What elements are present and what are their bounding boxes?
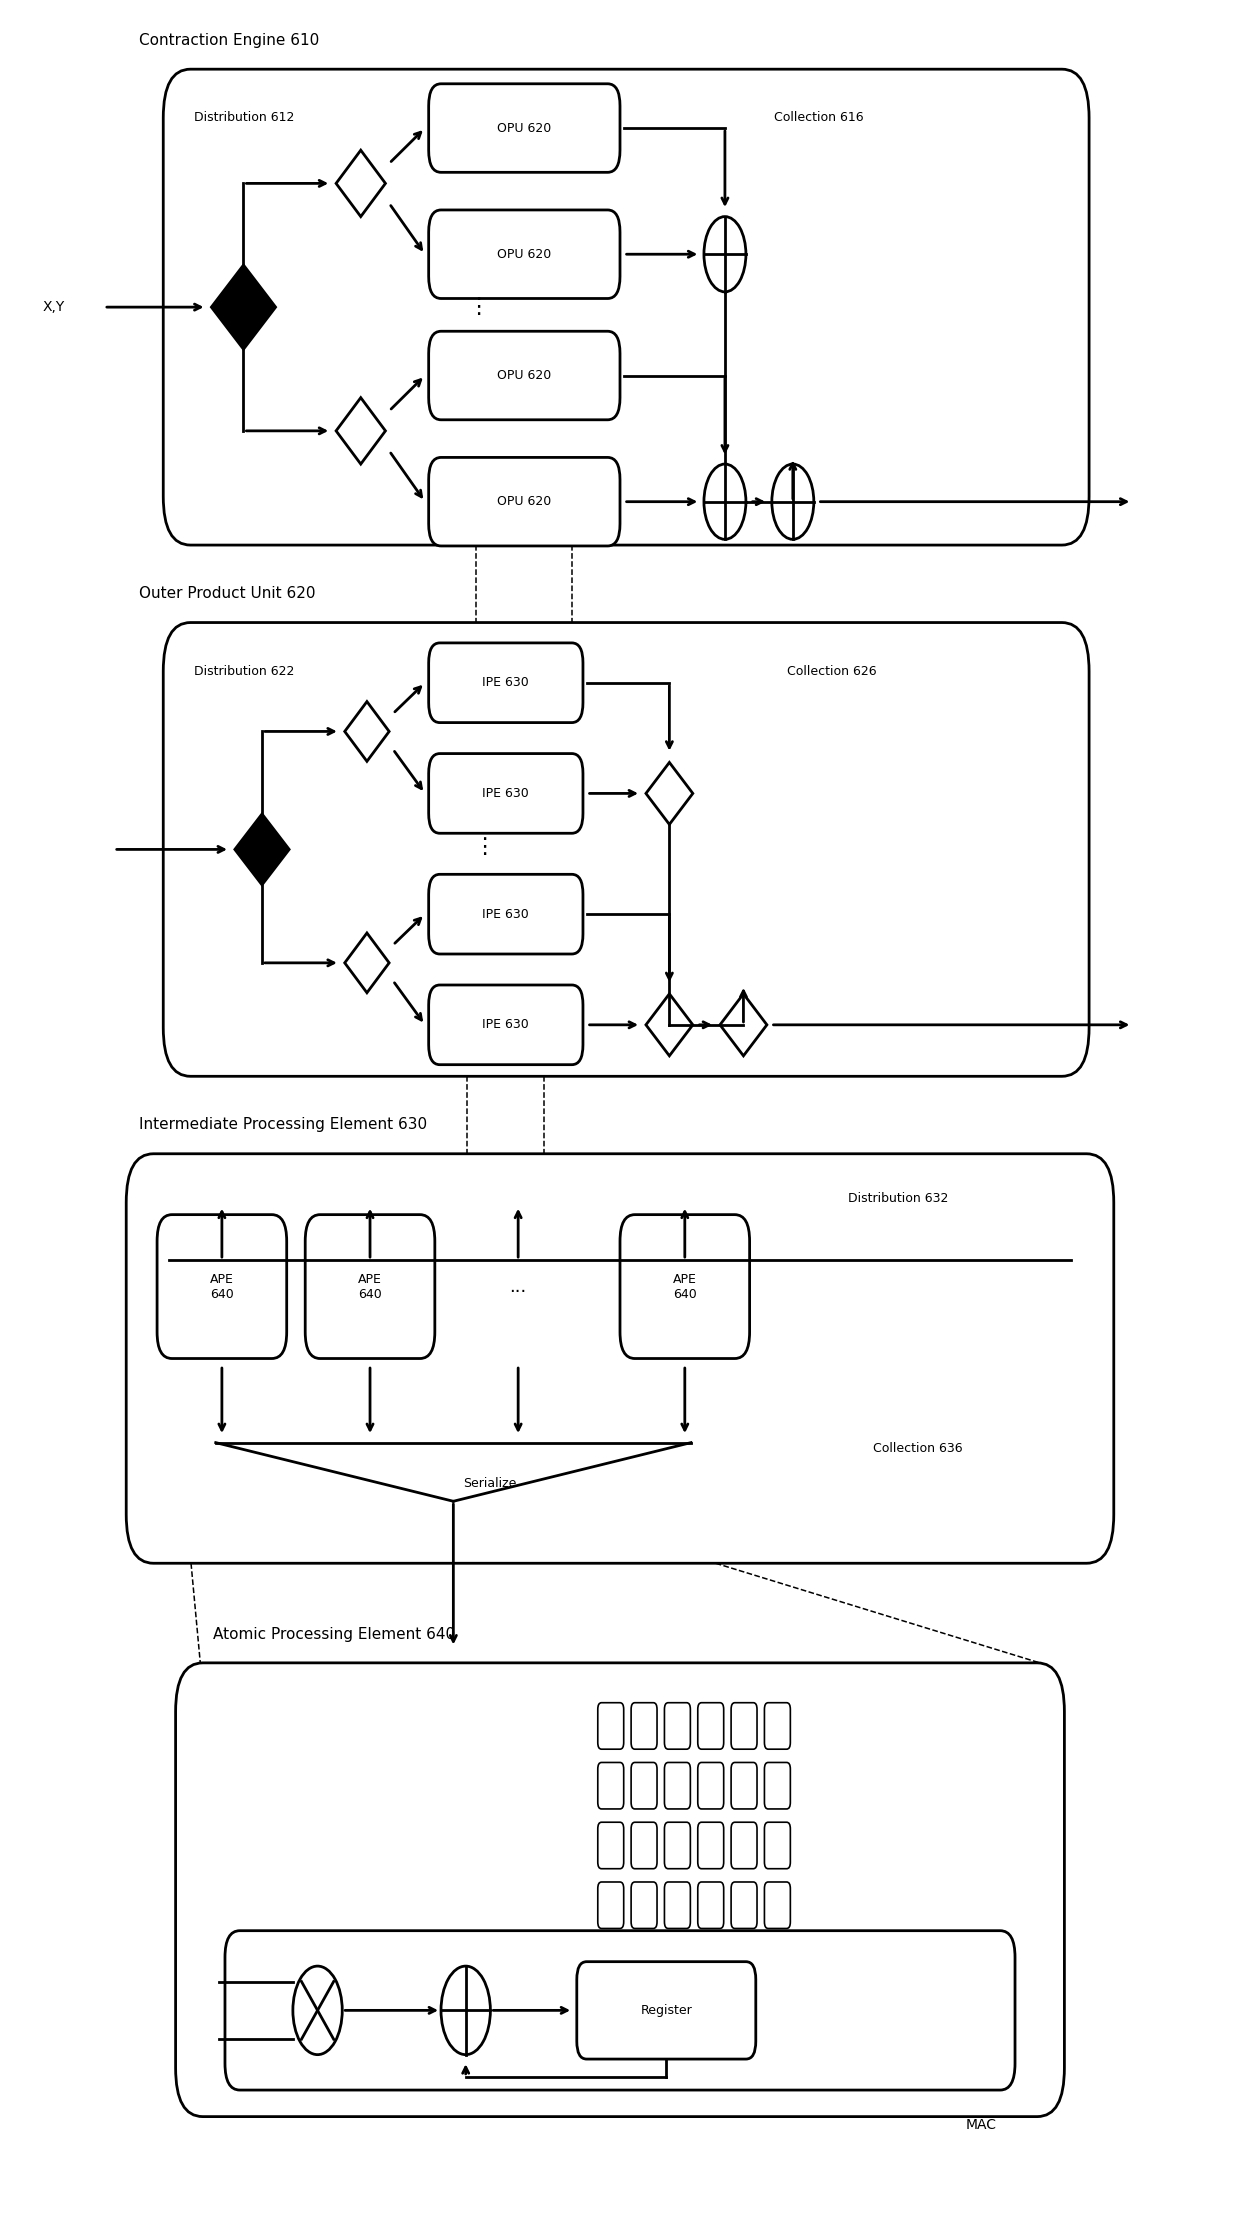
Polygon shape — [234, 814, 289, 885]
FancyBboxPatch shape — [665, 1822, 691, 1868]
FancyBboxPatch shape — [224, 1931, 1016, 2090]
Polygon shape — [336, 151, 386, 217]
Text: OPU 620: OPU 620 — [497, 249, 552, 260]
Polygon shape — [646, 763, 693, 825]
Text: Outer Product Unit 620: Outer Product Unit 620 — [139, 586, 315, 601]
FancyBboxPatch shape — [665, 1882, 691, 1928]
FancyBboxPatch shape — [698, 1762, 724, 1808]
FancyBboxPatch shape — [631, 1882, 657, 1928]
FancyBboxPatch shape — [429, 644, 583, 723]
FancyBboxPatch shape — [665, 1702, 691, 1749]
Text: Intermediate Processing Element 630: Intermediate Processing Element 630 — [139, 1118, 427, 1132]
FancyBboxPatch shape — [157, 1214, 286, 1358]
FancyBboxPatch shape — [429, 457, 620, 546]
FancyBboxPatch shape — [164, 69, 1089, 546]
Text: Collection 636: Collection 636 — [873, 1442, 962, 1456]
Text: Register: Register — [640, 2004, 692, 2017]
Circle shape — [441, 1966, 490, 2055]
FancyBboxPatch shape — [164, 624, 1089, 1076]
FancyBboxPatch shape — [764, 1762, 790, 1808]
FancyBboxPatch shape — [698, 1822, 724, 1868]
Text: ⋮: ⋮ — [474, 837, 495, 857]
FancyBboxPatch shape — [764, 1882, 790, 1928]
Polygon shape — [646, 994, 693, 1056]
FancyBboxPatch shape — [631, 1762, 657, 1808]
Text: ⋮: ⋮ — [467, 297, 489, 317]
Circle shape — [704, 464, 746, 539]
FancyBboxPatch shape — [764, 1702, 790, 1749]
Circle shape — [704, 217, 746, 293]
Text: Distribution 622: Distribution 622 — [195, 666, 294, 677]
Text: Distribution 612: Distribution 612 — [195, 111, 294, 124]
Text: OPU 620: OPU 620 — [497, 495, 552, 508]
FancyBboxPatch shape — [698, 1702, 724, 1749]
Polygon shape — [336, 397, 386, 464]
Text: IPE 630: IPE 630 — [482, 908, 529, 921]
FancyBboxPatch shape — [631, 1702, 657, 1749]
FancyBboxPatch shape — [764, 1822, 790, 1868]
Text: ...: ... — [510, 1278, 527, 1296]
Circle shape — [771, 464, 813, 539]
Polygon shape — [345, 932, 389, 992]
FancyBboxPatch shape — [577, 1962, 756, 2059]
Text: IPE 630: IPE 630 — [482, 788, 529, 799]
Text: OPU 620: OPU 620 — [497, 122, 552, 135]
FancyBboxPatch shape — [698, 1882, 724, 1928]
FancyBboxPatch shape — [598, 1762, 624, 1808]
FancyBboxPatch shape — [429, 84, 620, 173]
FancyBboxPatch shape — [429, 985, 583, 1065]
FancyBboxPatch shape — [732, 1702, 758, 1749]
Text: IPE 630: IPE 630 — [482, 677, 529, 690]
FancyBboxPatch shape — [732, 1762, 758, 1808]
FancyBboxPatch shape — [429, 754, 583, 834]
Text: OPU 620: OPU 620 — [497, 368, 552, 382]
FancyBboxPatch shape — [631, 1822, 657, 1868]
Text: IPE 630: IPE 630 — [482, 1019, 529, 1032]
Polygon shape — [720, 994, 766, 1056]
Text: APE
640: APE 640 — [358, 1271, 382, 1300]
Text: Atomic Processing Element 640: Atomic Processing Element 640 — [212, 1627, 455, 1642]
Text: Serialize: Serialize — [464, 1478, 517, 1491]
Circle shape — [293, 1966, 342, 2055]
FancyBboxPatch shape — [429, 211, 620, 300]
Text: Collection 626: Collection 626 — [786, 666, 877, 677]
FancyBboxPatch shape — [429, 331, 620, 419]
FancyBboxPatch shape — [598, 1822, 624, 1868]
Polygon shape — [211, 264, 275, 348]
FancyBboxPatch shape — [305, 1214, 435, 1358]
FancyBboxPatch shape — [176, 1662, 1064, 2117]
FancyBboxPatch shape — [429, 874, 583, 954]
Text: APE
640: APE 640 — [210, 1271, 234, 1300]
Text: X,Y: X,Y — [42, 300, 64, 315]
Text: Distribution 632: Distribution 632 — [848, 1192, 949, 1205]
FancyBboxPatch shape — [126, 1154, 1114, 1562]
FancyBboxPatch shape — [665, 1762, 691, 1808]
Text: Contraction Engine 610: Contraction Engine 610 — [139, 33, 319, 49]
FancyBboxPatch shape — [732, 1822, 758, 1868]
Polygon shape — [345, 701, 389, 761]
FancyBboxPatch shape — [620, 1214, 750, 1358]
FancyBboxPatch shape — [598, 1882, 624, 1928]
FancyBboxPatch shape — [598, 1702, 624, 1749]
Text: APE
640: APE 640 — [673, 1271, 697, 1300]
Text: Collection 616: Collection 616 — [774, 111, 864, 124]
FancyBboxPatch shape — [732, 1882, 758, 1928]
Text: MAC: MAC — [966, 2119, 997, 2132]
